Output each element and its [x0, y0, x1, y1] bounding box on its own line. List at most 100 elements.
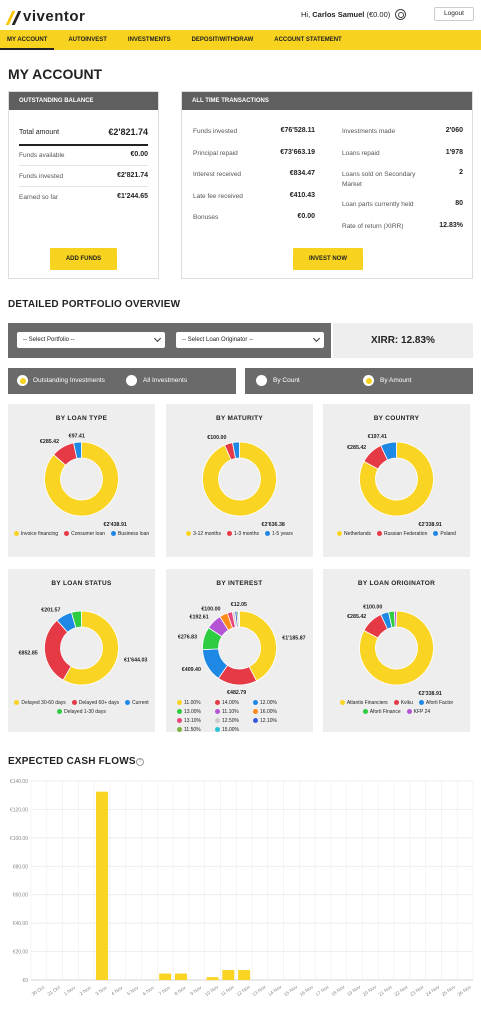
- legend-item[interactable]: 12.00%: [253, 700, 285, 706]
- x-tick-label: 16 Nov: [299, 984, 315, 998]
- donut-slice[interactable]: [73, 441, 82, 459]
- legend-item[interactable]: Kviku: [393, 699, 413, 706]
- legend-dot-icon: [393, 700, 399, 705]
- legend-item[interactable]: Netherlands: [337, 531, 371, 537]
- legend-item[interactable]: 3-12 months: [186, 531, 221, 537]
- donut-legend: Delayed 30-60 days Delayed 60+ days Curren…: [8, 698, 155, 716]
- legend-dot-icon: [215, 700, 220, 705]
- all-time-title: ALL TIME TRANSACTIONS: [182, 92, 472, 110]
- settings-gear-icon[interactable]: [395, 9, 406, 20]
- loans-sold-value: 2: [459, 169, 463, 176]
- logo-mark-icon: [7, 10, 21, 24]
- donut-slice[interactable]: [70, 610, 82, 629]
- legend-item[interactable]: 15.00%: [215, 727, 247, 733]
- radio-by-amount[interactable]: [363, 375, 374, 386]
- nav-autoinvest[interactable]: AUTOINVEST: [68, 37, 107, 43]
- legend-label: Kviku: [400, 699, 413, 706]
- select-portfolio-dropdown[interactable]: -- Select Portfolio --: [17, 332, 165, 348]
- donut-card: €2'338.91 €285.42 €197.41 BY COUNTRY Nethe…: [323, 404, 470, 557]
- x-tick-label: 11 Nov: [220, 984, 236, 998]
- legend-item[interactable]: KFP 24: [406, 709, 430, 715]
- cashflow-bar[interactable]: [96, 791, 109, 980]
- legend-item[interactable]: Invoice financing: [13, 531, 58, 537]
- donut-slice[interactable]: [44, 441, 119, 517]
- select-originator-dropdown[interactable]: -- Select Loan Originator --: [176, 332, 324, 348]
- radio-all-investments[interactable]: [126, 375, 137, 386]
- add-funds-button[interactable]: ADD FUNDS: [50, 248, 117, 270]
- donut-slice[interactable]: [239, 610, 277, 682]
- legend-item[interactable]: 12.50%: [215, 718, 247, 724]
- cashflow-bar[interactable]: [222, 970, 235, 980]
- radio-by-amount-label: By Amount: [380, 377, 412, 384]
- donut-slice[interactable]: [238, 610, 240, 628]
- cashflow-bar[interactable]: [238, 970, 251, 980]
- donut-slice-label: €201.57: [41, 607, 60, 613]
- cashflow-bar[interactable]: [174, 973, 187, 980]
- nav-my-account[interactable]: MY ACCOUNT: [0, 30, 55, 50]
- legend-item[interactable]: 11.00%: [177, 700, 209, 706]
- legend-dot-icon: [71, 700, 77, 705]
- viventor-logo[interactable]: viventor: [7, 8, 85, 25]
- radio-by-count[interactable]: [256, 375, 267, 386]
- legend-item[interactable]: Consumer loan: [64, 531, 105, 537]
- legend-dot-icon: [253, 718, 258, 723]
- rate-of-return-value: 12.83%: [439, 222, 463, 229]
- nav-investments[interactable]: INVESTMENTS: [127, 37, 171, 43]
- radio-outstanding-investments[interactable]: [17, 375, 28, 386]
- donut-slice[interactable]: [62, 610, 119, 686]
- nav-deposit-withdraw[interactable]: DEPOSIT/WITHDRAW: [191, 37, 254, 43]
- cashflow-bar[interactable]: [206, 977, 219, 980]
- x-tick-label: 5 Nov: [126, 985, 140, 997]
- donut-slice[interactable]: [232, 441, 240, 459]
- donut-slice-label: €276.83: [178, 634, 197, 640]
- legend-item[interactable]: 16.00%: [253, 709, 285, 715]
- x-tick-label: 12 Nov: [236, 984, 252, 998]
- legend-item[interactable]: Aforti Finance: [362, 709, 401, 715]
- legend-dot-icon: [177, 709, 182, 714]
- legend-dot-icon: [177, 718, 182, 723]
- donut-slice[interactable]: [393, 610, 397, 628]
- legend-item[interactable]: Delayed 30-60 days: [14, 700, 66, 706]
- donut-slice-label: €482.79: [227, 690, 246, 696]
- interest-received-label: Interest received: [193, 171, 242, 178]
- nav-account-statement[interactable]: ACCOUNT STATEMENT: [274, 37, 342, 43]
- y-tick-label: €100.00: [10, 836, 28, 842]
- donut-legend: 11.00% 14.00% 12.00% 13.00% 11.10% 16.00% 13.1…: [174, 698, 305, 734]
- invest-now-button[interactable]: INVEST NOW: [293, 248, 363, 270]
- legend-item[interactable]: Russian Federation: [377, 531, 427, 537]
- legend-dot-icon: [111, 531, 116, 536]
- donut-slice[interactable]: [380, 441, 397, 461]
- donut-slice[interactable]: [359, 441, 434, 517]
- donut-card: €2'636.38 €100.00 BY MATURITY 3-12 months…: [166, 404, 313, 557]
- legend-dot-icon: [418, 700, 424, 705]
- chevron-down-icon: [312, 334, 321, 343]
- donut-slice-label: €852.85: [19, 650, 38, 656]
- x-tick-label: 30 Oct: [31, 984, 47, 997]
- legend-item[interactable]: 1-5 years: [264, 531, 293, 537]
- legend-item[interactable]: 13.10%: [177, 718, 209, 724]
- legend-item[interactable]: Current: [124, 700, 149, 706]
- legend-item[interactable]: Delayed 1-30 days: [57, 709, 106, 715]
- legend-dot-icon: [406, 709, 412, 714]
- legend-item[interactable]: Business loan: [111, 531, 149, 537]
- logout-button[interactable]: Logout: [434, 7, 474, 21]
- legend-item[interactable]: 11.50%: [177, 727, 209, 733]
- legend-item[interactable]: 11.10%: [215, 709, 247, 715]
- donut-slice[interactable]: [202, 441, 277, 517]
- legend-item[interactable]: 12.10%: [253, 718, 285, 724]
- cashflow-bar[interactable]: [159, 973, 172, 980]
- help-icon[interactable]: ?: [136, 758, 144, 766]
- legend-item[interactable]: 1-3 months: [226, 531, 259, 537]
- legend-item[interactable]: Atlantis Financiers: [339, 700, 388, 706]
- loan-parts-held-label: Loan parts currently held: [342, 201, 414, 208]
- legend-item[interactable]: 14.00%: [215, 700, 247, 706]
- legend-dot-icon: [57, 709, 63, 714]
- legend-item[interactable]: Aforti Factor: [418, 700, 453, 706]
- donut-slice[interactable]: [359, 610, 434, 686]
- x-tick-label: 15 Nov: [283, 984, 299, 998]
- legend-label: 14.00%: [222, 699, 239, 706]
- legend-item[interactable]: 13.00%: [177, 709, 209, 715]
- legend-item[interactable]: Poland: [433, 531, 456, 537]
- legend-item[interactable]: Delayed 60+ days: [71, 700, 119, 706]
- donut-chart: €2'636.38 €100.00: [202, 435, 285, 528]
